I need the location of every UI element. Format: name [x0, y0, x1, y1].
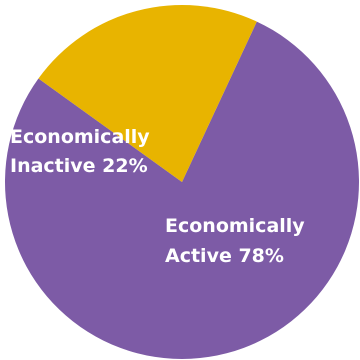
slice-label-inactive: Economically Inactive 22%: [10, 126, 156, 177]
pie-slice-inactive: [38, 4, 257, 183]
pie-slice-active: [4, 21, 359, 359]
slice-label-inactive-line1: Economically: [10, 126, 150, 148]
slice-label-active-line2: Active 78%: [165, 245, 284, 267]
slice-label-active-line1: Economically: [165, 215, 305, 237]
pie-slices: [4, 4, 359, 359]
slice-label-inactive-line2: Inactive 22%: [10, 155, 148, 177]
pie-labels: Economically Active 78% Economically Ina…: [10, 126, 311, 267]
slice-label-active: Economically Active 78%: [165, 215, 311, 267]
